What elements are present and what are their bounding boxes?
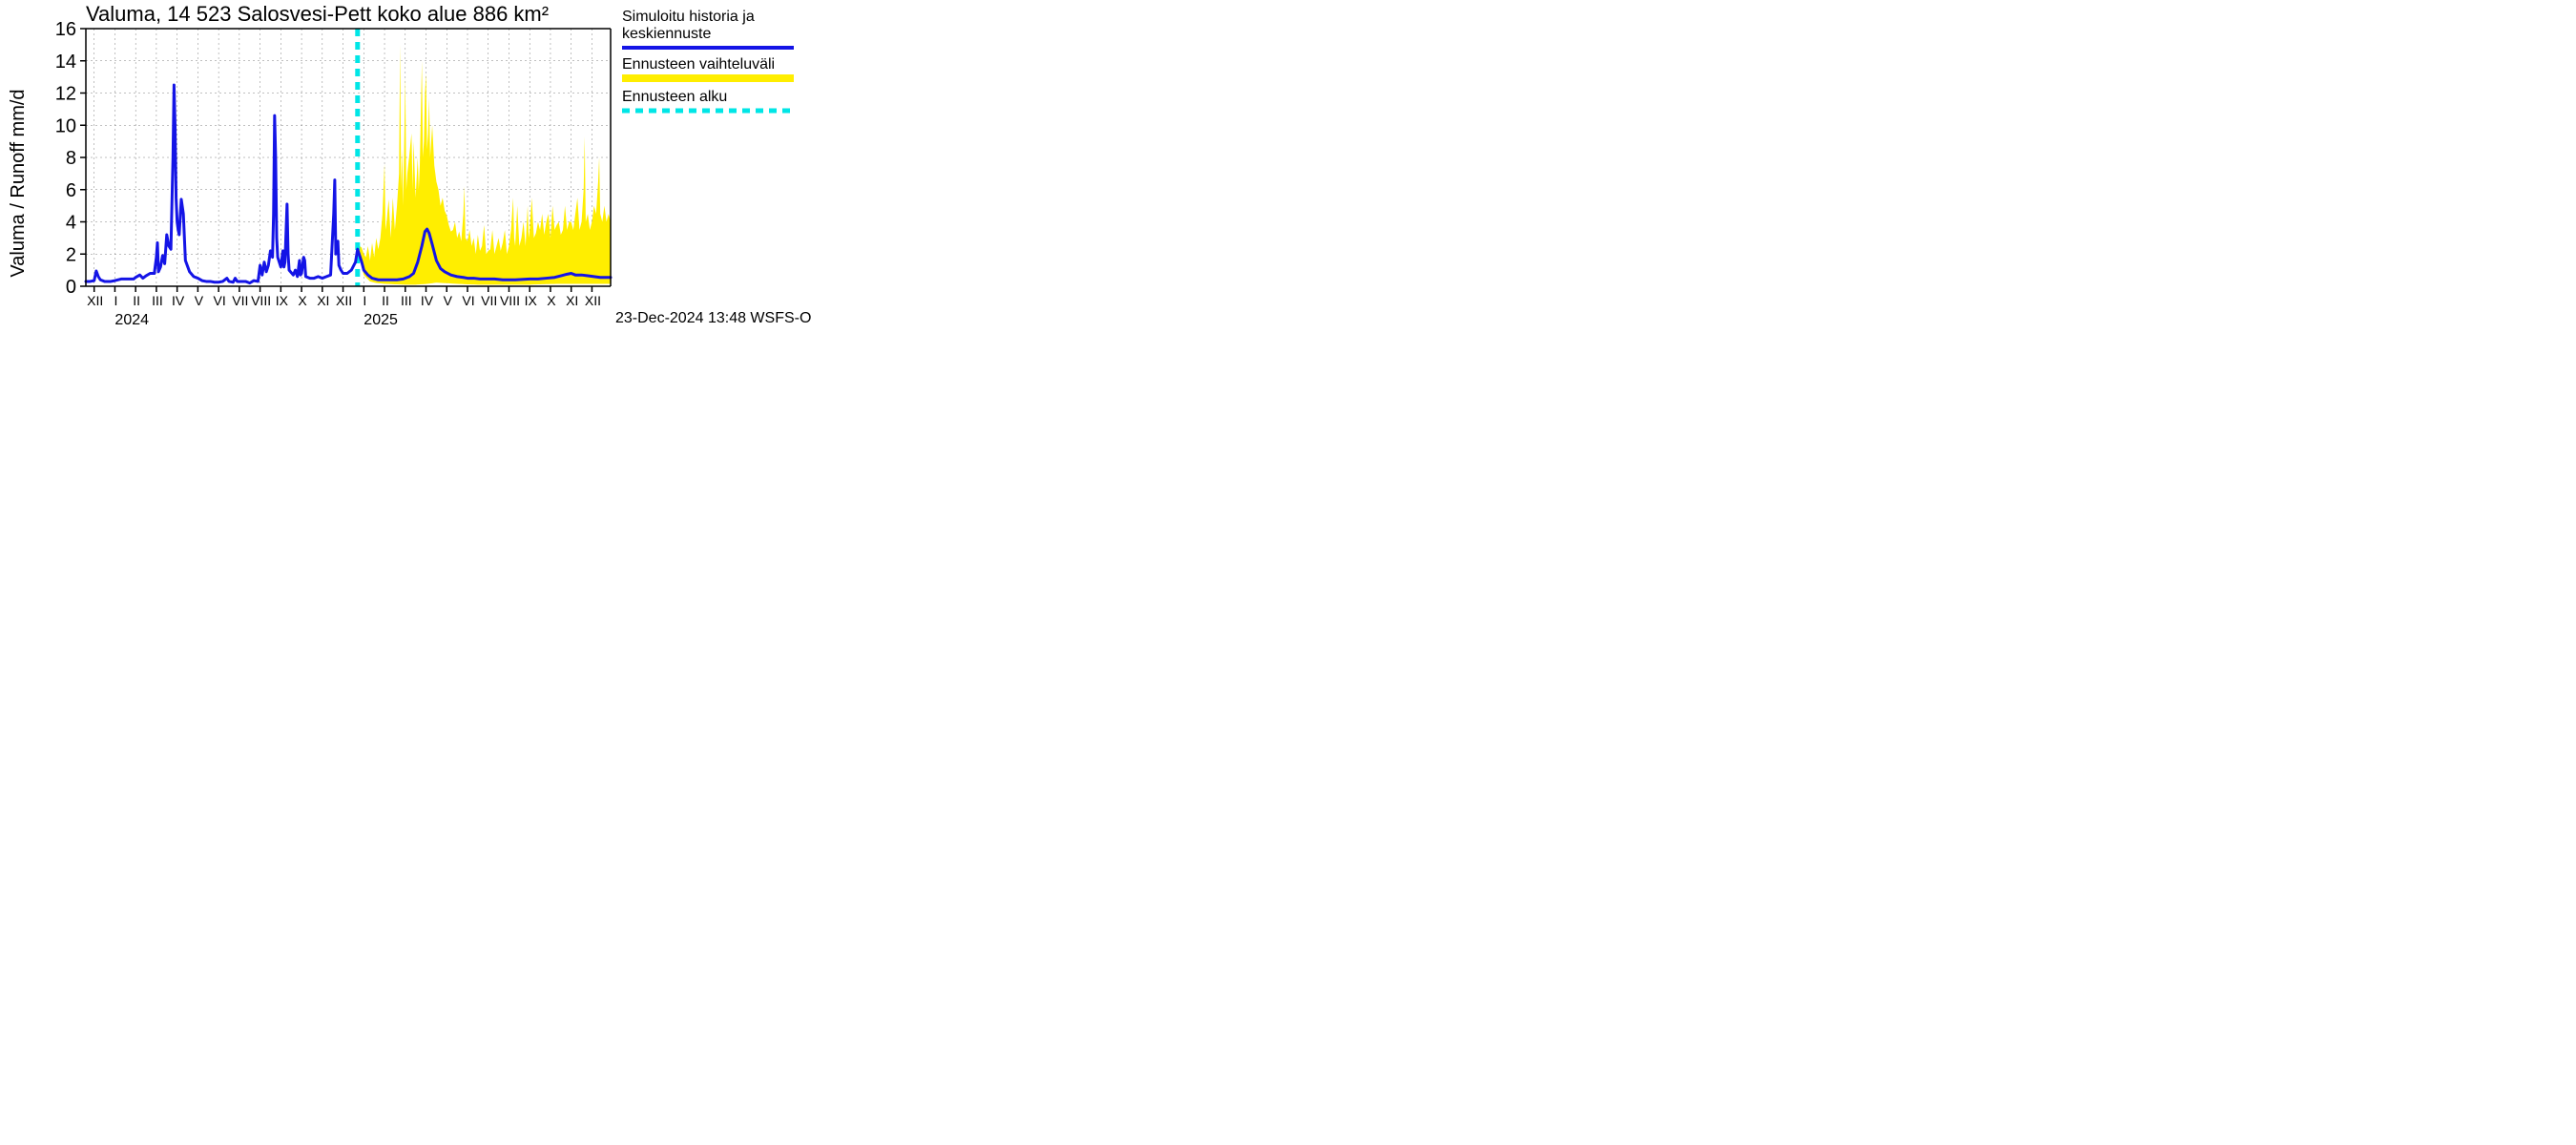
y-tick-label: 4 bbox=[66, 213, 76, 234]
x-tick-label: VII bbox=[481, 293, 497, 308]
legend-label: Ennusteen alku bbox=[622, 89, 727, 105]
forecast-range-area bbox=[358, 45, 611, 284]
legend-label: keskiennuste bbox=[622, 26, 711, 42]
x-tick-label: V bbox=[195, 293, 204, 308]
y-tick-label: 0 bbox=[66, 277, 76, 298]
chart-title: Valuma, 14 523 Salosvesi-Pett koko alue … bbox=[86, 2, 549, 26]
x-tick-label: I bbox=[363, 293, 366, 308]
timestamp-label: 23-Dec-2024 13:48 WSFS-O bbox=[615, 310, 811, 326]
y-tick-label: 2 bbox=[66, 244, 76, 265]
legend-swatch-yellow bbox=[622, 74, 794, 82]
x-tick-label: XII bbox=[336, 293, 352, 308]
x-tick-label: VII bbox=[232, 293, 248, 308]
x-tick-label: XII bbox=[87, 293, 103, 308]
x-tick-label: VI bbox=[214, 293, 226, 308]
x-tick-label: IX bbox=[276, 293, 289, 308]
y-tick-label: 8 bbox=[66, 148, 76, 169]
year-label: 2024 bbox=[114, 312, 149, 328]
x-tick-label: XII bbox=[585, 293, 601, 308]
y-tick-label: 6 bbox=[66, 180, 76, 201]
year-label: 2025 bbox=[364, 312, 398, 328]
x-tick-label: VIII bbox=[251, 293, 271, 308]
x-tick-label: V bbox=[444, 293, 453, 308]
x-tick-label: IV bbox=[421, 293, 434, 308]
runoff-chart: 0246810121416XIIIIIIIIIVVVIVIIVIIIIXXXIX… bbox=[0, 0, 1288, 572]
x-tick-label: X bbox=[298, 293, 307, 308]
legend-label: Ennusteen vaihteluväli bbox=[622, 56, 775, 73]
x-tick-label: III bbox=[401, 293, 412, 308]
x-tick-label: VIII bbox=[500, 293, 520, 308]
x-tick-label: III bbox=[152, 293, 163, 308]
x-tick-label: IX bbox=[525, 293, 538, 308]
y-tick-label: 12 bbox=[55, 84, 76, 105]
x-tick-label: VI bbox=[462, 293, 474, 308]
y-tick-label: 14 bbox=[55, 52, 76, 73]
x-tick-label: IV bbox=[172, 293, 185, 308]
y-tick-label: 10 bbox=[55, 115, 76, 136]
x-tick-label: II bbox=[382, 293, 389, 308]
x-tick-label: I bbox=[114, 293, 117, 308]
legend-label: Simuloitu historia ja bbox=[622, 9, 755, 25]
y-tick-label: 16 bbox=[55, 19, 76, 40]
x-tick-label: XI bbox=[566, 293, 578, 308]
x-tick-label: II bbox=[133, 293, 140, 308]
chart-svg: 0246810121416XIIIIIIIIIVVVIVIIVIIIIXXXIX… bbox=[0, 0, 1288, 572]
x-tick-label: XI bbox=[317, 293, 329, 308]
y-axis-label: Valuma / Runoff mm/d bbox=[8, 89, 29, 277]
x-tick-label: X bbox=[547, 293, 556, 308]
